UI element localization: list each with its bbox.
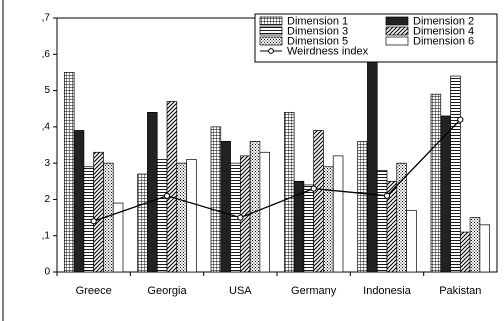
y-tick-label: 2 [44, 194, 50, 205]
bar [450, 75, 461, 273]
legend-box [254, 13, 498, 63]
bar [367, 61, 378, 273]
bar [357, 141, 368, 273]
bar [430, 93, 442, 273]
line-point [163, 192, 171, 199]
y-tick-label: ,1 [42, 230, 51, 241]
legend-swatch [259, 16, 283, 26]
bar [176, 162, 187, 273]
y-tick-label: ,4 [42, 121, 51, 132]
bar [396, 162, 407, 273]
line-point [383, 192, 391, 199]
bar [137, 173, 148, 273]
legend-label: Dimension 2 [413, 15, 474, 27]
bar [376, 170, 388, 273]
legend-label: Weirdness index [287, 45, 369, 57]
bar [249, 141, 261, 273]
legend-label: Dimension 5 [287, 35, 348, 47]
bar [479, 224, 491, 273]
x-tick-label: Indonesia [363, 285, 412, 297]
bar [332, 155, 344, 273]
legend-label: Dimension 4 [413, 25, 474, 37]
bar [469, 217, 481, 273]
bar [147, 111, 158, 273]
legend-label: Dimension 6 [413, 35, 474, 47]
legend-swatch [385, 26, 409, 36]
bar [166, 101, 178, 273]
y-tick-label: ,6 [42, 49, 51, 60]
legend-swatch [259, 26, 283, 36]
legend-label: Dimension 3 [287, 25, 348, 37]
bar [73, 130, 85, 273]
line-point [237, 214, 244, 221]
bar [323, 166, 334, 273]
bar [186, 159, 197, 273]
bar [93, 151, 104, 273]
y-tick-label: 3 [44, 158, 50, 169]
legend-swatch [385, 16, 409, 26]
line-point [90, 218, 97, 225]
bar [303, 184, 315, 273]
x-tick-label: USA [229, 285, 252, 297]
bar [63, 72, 75, 273]
line-point [457, 116, 464, 123]
y-tick-label: 0 [44, 267, 50, 278]
legend-label: Dimension 1 [287, 15, 348, 27]
bar [220, 141, 231, 273]
bar [112, 202, 124, 273]
x-tick-label: Greece [76, 285, 112, 297]
x-tick-label: Pakistan [439, 285, 481, 297]
bar [313, 130, 324, 273]
x-tick-label: Georgia [147, 285, 187, 297]
bar [156, 159, 168, 273]
y-tick-label: 5 [44, 85, 50, 96]
bar [283, 111, 295, 273]
bar [459, 231, 471, 273]
y-tick-label: ,7 [42, 13, 51, 24]
bar [259, 151, 271, 273]
line-point [310, 185, 317, 192]
bar [406, 209, 417, 273]
x-tick-label: Germany [291, 285, 337, 297]
legend-swatch [259, 36, 283, 46]
bar [210, 126, 222, 273]
legend-swatch [385, 36, 409, 46]
bar [440, 115, 451, 273]
line [93, 119, 461, 222]
legend-marker [268, 48, 274, 54]
